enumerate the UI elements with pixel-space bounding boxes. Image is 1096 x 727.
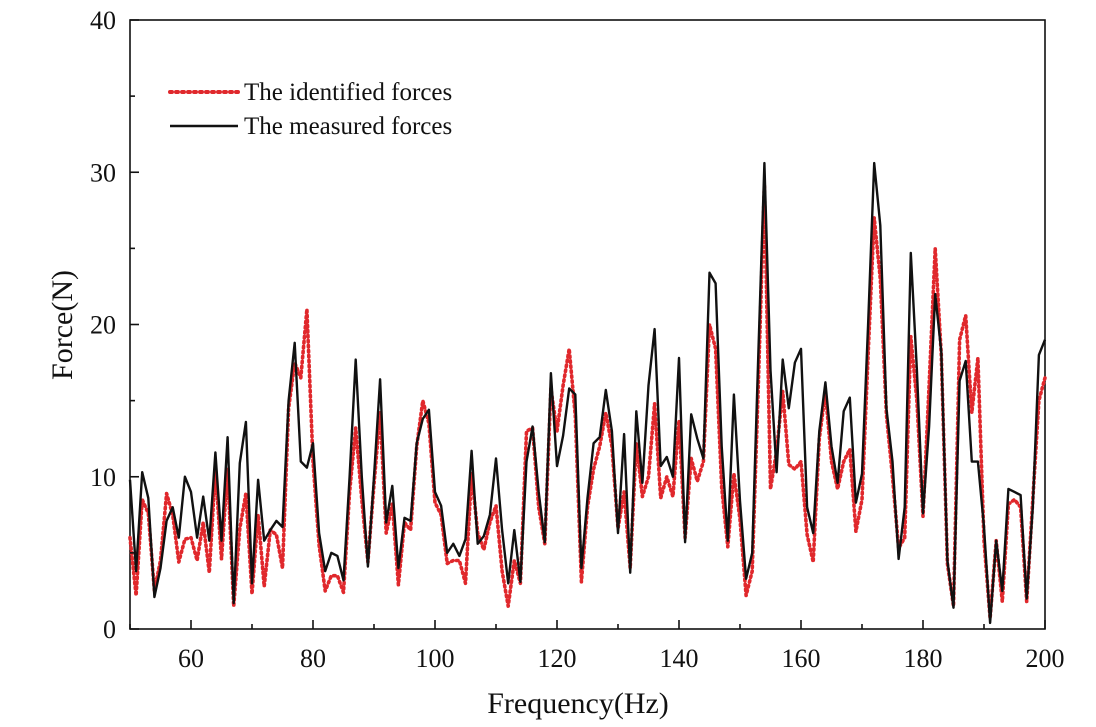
y-tick-label: 40 bbox=[90, 6, 116, 35]
legend: The identified forces The measured force… bbox=[168, 79, 452, 140]
x-tick-label: 60 bbox=[178, 644, 204, 673]
ticks-layer: 60 80 100 120 140 160 180 200 0 10 20 30 40 bbox=[90, 6, 1065, 673]
x-tick-label: 100 bbox=[416, 644, 455, 673]
legend-label-measured: The measured forces bbox=[244, 113, 452, 140]
legend-label-identified: The identified forces bbox=[244, 79, 452, 106]
x-tick-label: 200 bbox=[1026, 644, 1065, 673]
x-tick-label: 140 bbox=[660, 644, 699, 673]
y-axis-title: Force(N) bbox=[46, 270, 79, 380]
x-tick-label: 120 bbox=[538, 644, 577, 673]
y-tick-label: 0 bbox=[103, 615, 116, 644]
y-tick-label: 30 bbox=[90, 158, 116, 187]
x-axis-title: Frequency(Hz) bbox=[487, 687, 669, 720]
x-tick-label: 80 bbox=[300, 644, 326, 673]
y-tick-label: 20 bbox=[90, 311, 116, 340]
x-tick-label: 180 bbox=[904, 644, 943, 673]
series-layer bbox=[128, 161, 1047, 625]
y-tick-label: 10 bbox=[90, 463, 116, 492]
series-line-the-measured-forces bbox=[128, 161, 1047, 625]
x-tick-label: 160 bbox=[782, 644, 821, 673]
